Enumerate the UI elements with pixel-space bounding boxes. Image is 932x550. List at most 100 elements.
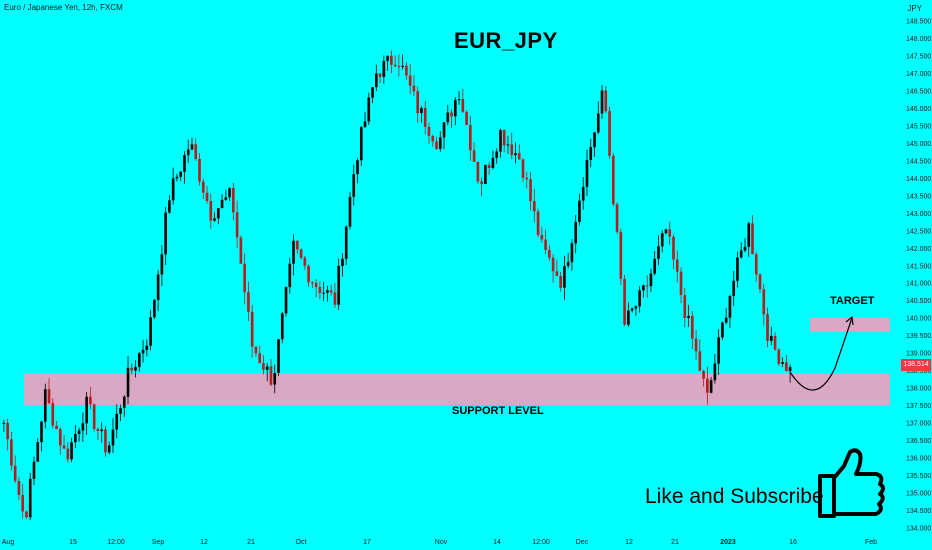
candle-body: [10, 439, 13, 466]
candle-body: [521, 159, 525, 178]
candle-body: [344, 226, 348, 259]
candle-body: [608, 111, 611, 156]
candle-body: [25, 511, 28, 518]
candle-body: [739, 250, 743, 258]
candle-body: [104, 429, 107, 453]
candle-body: [175, 176, 179, 179]
candle-body: [536, 211, 540, 236]
candle-body: [687, 315, 690, 318]
candle-body: [299, 249, 303, 258]
candle-body: [32, 461, 36, 479]
x-tick-label: 12: [625, 539, 633, 546]
candle-body: [698, 351, 702, 371]
candle-body: [119, 408, 122, 414]
candle-body: [390, 55, 393, 65]
candle-body: [401, 65, 404, 67]
candle-body: [397, 66, 401, 68]
candle-body: [382, 60, 386, 77]
y-tick-label: 147.000: [906, 71, 931, 78]
candle-body: [17, 480, 21, 495]
candle-body: [115, 413, 119, 430]
candle-body: [529, 179, 532, 202]
candle-body: [423, 107, 427, 127]
candle-body: [224, 197, 228, 200]
candle-body: [62, 445, 66, 449]
y-tick-label: 137.500: [906, 403, 931, 410]
candle-body: [709, 380, 713, 393]
candle-body: [280, 313, 284, 340]
candle-body: [525, 177, 529, 180]
candle-body: [412, 85, 416, 92]
candle-body: [107, 445, 111, 453]
last-price-tag: 138.514: [901, 359, 931, 371]
candle-body: [190, 144, 194, 150]
y-axis: 134.000 134.500 135.000 135.500 136.000 136.5…: [906, 18, 931, 532]
x-tick-label: Feb: [865, 539, 877, 546]
candle-body: [514, 153, 517, 156]
candle-body: [754, 254, 758, 275]
candle-body: [333, 292, 337, 305]
candle-body: [235, 212, 239, 238]
candle-body: [250, 311, 254, 347]
candle-body: [341, 258, 344, 267]
candle-body: [356, 160, 359, 175]
x-tick-label: 21: [247, 539, 255, 546]
x-tick-label: 14: [493, 539, 501, 546]
y-tick-label: 147.500: [906, 53, 931, 60]
candle-body: [126, 367, 130, 397]
candle-body: [47, 389, 51, 404]
candle-body: [487, 164, 491, 168]
candle-body: [766, 314, 769, 341]
candle-body: [563, 265, 566, 288]
candle-body: [480, 181, 483, 184]
candle-body: [307, 265, 310, 283]
x-tick-label: Sep: [152, 539, 165, 546]
candle-body: [743, 246, 747, 251]
candle-body: [551, 257, 555, 272]
candle-body: [153, 299, 156, 318]
y-tick-label: 139.500: [906, 333, 931, 340]
candle-body: [179, 171, 183, 177]
candle-body: [6, 422, 9, 440]
candle-body: [751, 223, 754, 255]
candle-body: [367, 97, 371, 122]
candle-body: [318, 287, 322, 293]
candle-body: [649, 273, 653, 286]
candle-body: [615, 204, 619, 232]
candle-body: [589, 147, 593, 161]
x-axis: Aug 15 12:00 Sep 12 21 Oct 17 Nov 14 12:00 Dec 12 21 2…: [2, 539, 877, 546]
candle-body: [600, 90, 604, 114]
candle-body: [461, 99, 465, 112]
candle-body: [134, 367, 137, 371]
candle-body: [736, 257, 739, 281]
candle-body: [491, 157, 495, 168]
candle-body: [314, 282, 318, 288]
candle-body: [540, 235, 544, 240]
candle-body: [322, 292, 325, 294]
candle-body: [469, 124, 472, 151]
candle-body: [574, 222, 578, 244]
candle-body: [77, 430, 81, 434]
y-tick-label: 140.000: [906, 316, 931, 323]
candle-body: [66, 448, 70, 460]
candle-body: [303, 257, 307, 266]
candle-body: [2, 422, 6, 424]
candle-body: [374, 73, 378, 88]
axis-unit-label: JPY: [907, 4, 922, 13]
candle-body: [506, 144, 510, 146]
y-tick-label: 141.500: [906, 263, 931, 270]
zones-layer: [24, 317, 890, 406]
candle-body: [668, 229, 672, 237]
candle-body: [13, 465, 17, 481]
candle-body: [220, 199, 224, 209]
candle-body: [431, 135, 435, 142]
candle-body: [352, 174, 356, 197]
candle-body: [717, 337, 720, 364]
y-tick-label: 144.000: [906, 176, 931, 183]
candle-body: [566, 262, 570, 266]
candle-body: [36, 442, 40, 462]
candle-body: [85, 396, 88, 424]
candle-body: [89, 396, 92, 405]
candle-body: [81, 423, 85, 431]
